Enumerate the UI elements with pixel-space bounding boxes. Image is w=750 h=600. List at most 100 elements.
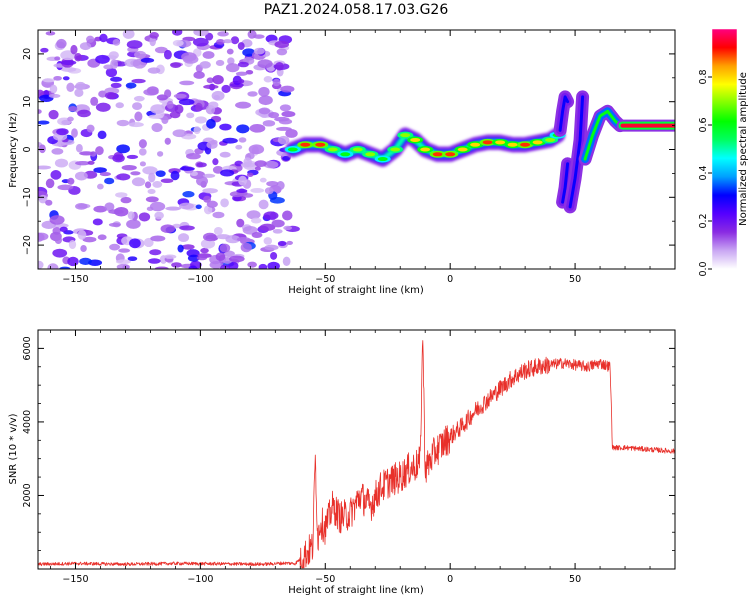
noise-blob [95,146,104,156]
noise-blob [259,177,267,183]
noise-blob [56,128,69,136]
noise-blob [216,39,226,45]
branch-core [561,162,570,204]
noise-blob [52,248,68,258]
snr-y-axis: 2000 4000 6000 [22,329,675,570]
noise-blob [66,82,75,93]
noise-blob [208,101,219,109]
noise-blob [282,156,291,161]
noise-blob [179,225,195,231]
x-tick-label: −50 [315,574,335,585]
noise-blob [45,31,56,36]
x-tick-label: 0 [447,574,453,585]
noise-blob [163,49,172,60]
noise-blob [282,210,293,221]
noise-blob [246,210,261,220]
ridge-peak [377,157,388,162]
noise-blob [148,172,156,183]
noise-blob [227,57,235,65]
branch-core [558,95,570,132]
noise-blob [249,123,266,133]
noise-blob [202,173,216,178]
noise-blob [77,229,87,240]
noise-blob [79,151,94,156]
noise-blob [99,33,108,43]
x-tick-label: −150 [62,574,88,585]
noise-blob [112,38,121,46]
noise-blob [38,260,44,269]
noise-blob [133,95,145,102]
noise-blob [202,232,217,242]
noise-blob [112,154,125,163]
noise-region [38,30,300,269]
noise-blob [272,78,281,87]
spectrogram-y-axis: −20 −10 0 10 20 [22,29,675,270]
noise-blob [54,236,63,245]
noise-blob [215,252,226,261]
noise-blob [38,232,45,242]
branch-core [583,109,622,161]
noise-blob [195,204,202,210]
noise-blob [126,219,141,229]
noise-blob [236,237,251,242]
noise-blob [172,39,184,47]
noise-blob [182,54,199,64]
y-tick-label: 6000 [22,336,33,360]
noise-blob [134,111,143,122]
noise-blob [174,104,184,114]
noise-blob [253,34,265,39]
snr-panel: −150 −100 −50 0 50 2000 4000 6000 Height of st… [8,329,676,596]
noise-blob [248,144,265,155]
ridge-peak [287,147,298,152]
ridge-peak [327,147,338,152]
spectrogram-x-axis: −150 −100 −50 0 50 [50,30,676,285]
ridge-peak [340,152,351,157]
ridge-peak [495,140,506,145]
noise-blob [274,40,290,49]
noise-blob [263,160,279,169]
noise-blob [262,120,276,127]
noise-blob [254,160,267,168]
noise-blob [237,61,249,68]
noise-blob [115,102,124,109]
noise-blob [186,152,201,160]
noise-blob [173,93,187,99]
noise-blob [258,199,269,210]
colorbar-tick-label: 0.6 [698,117,709,132]
noise-blob [48,93,61,98]
noise-blob [144,181,152,189]
noise-blob [59,226,68,232]
colorbar-tick-label: 0.2 [698,213,709,228]
noise-blob [67,256,79,267]
snr-x-label: Height of straight line (km) [288,585,424,596]
noise-blob [79,257,92,265]
noise-blob [270,251,278,260]
noise-blob [166,100,174,109]
noise-blob [149,36,157,47]
ridge-peak [400,133,411,138]
noise-blob [219,243,231,253]
noise-blob [235,71,248,76]
noise-blob [54,158,69,168]
colorbar-frame [711,28,738,270]
noise-blob [211,90,225,101]
noise-blob [93,167,107,173]
noise-blob [110,82,122,89]
noise-blob [196,255,208,261]
noise-blob [140,57,155,63]
noise-blob [178,98,195,106]
noise-blob [250,217,262,224]
noise-blob [212,211,225,219]
noise-blob [49,215,65,225]
noise-blob [206,77,214,84]
colorbar-tick-label: 0.0 [698,261,709,276]
noise-blob [276,126,292,131]
noise-blob [115,192,128,198]
noise-blob [74,53,82,62]
noise-blob [60,60,77,66]
noise-blob [264,244,279,251]
noise-blob [143,88,159,96]
noise-blob [50,170,62,180]
signal-ridge [284,90,675,214]
